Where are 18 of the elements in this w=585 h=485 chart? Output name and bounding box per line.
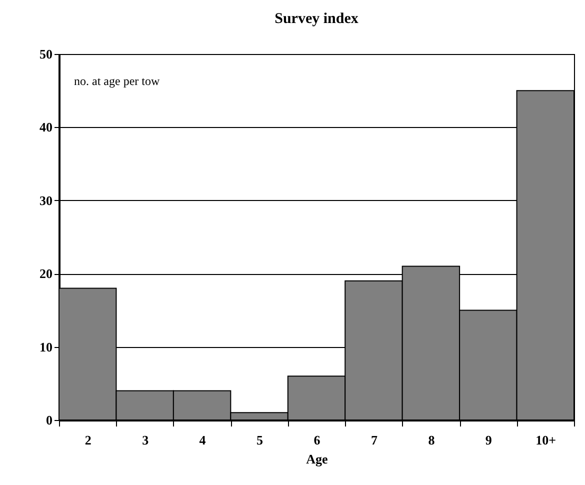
y-tick-label: 50 [40,46,52,62]
y-tick-label: 40 [40,120,52,135]
y-tick-label: 10 [40,339,52,354]
x-tick-label: 2 [84,432,92,448]
x-tick-label: 7 [370,432,378,448]
x-axis-title: Age [306,452,328,466]
chart-title: Survey index [274,11,359,27]
y-tick-label: 20 [40,266,52,282]
x-tick-label: 4 [199,432,206,448]
x-tick-label: 6 [314,432,321,448]
annotation: no. at age per tow [74,74,160,88]
y-tick-label: 0 [46,412,52,428]
x-tick-label: 9 [485,432,492,448]
x-tick-label: 8 [428,432,436,448]
x-tick-label: 10+ [536,432,556,448]
x-tick-label: 3 [142,432,150,448]
x-tick-label: 5 [256,432,264,448]
y-tick-label: 30 [40,192,52,208]
